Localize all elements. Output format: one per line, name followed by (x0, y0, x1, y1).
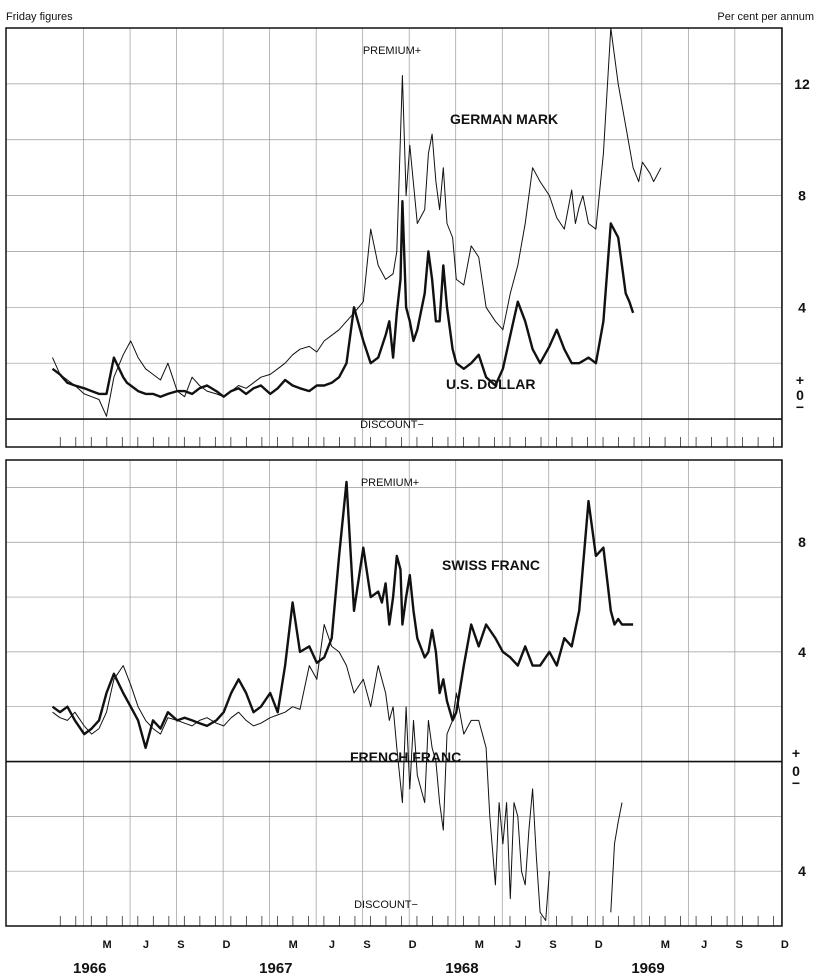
series-label-us-dollar: U.S. DOLLAR (446, 376, 535, 392)
left-note: Friday figures (6, 11, 73, 23)
bottom-series (51, 480, 634, 921)
y-tick-label: 4 (798, 863, 806, 879)
bottom-discount-label: DISCOUNT− (354, 899, 418, 911)
bottom-zero-plus: + (792, 745, 800, 761)
x-axis-labels: M J S D M J S D M J S D M J S D 1966 1967 1968 1969 (73, 939, 789, 977)
top-ticks (59, 437, 775, 447)
month-label: S (363, 939, 370, 951)
y-tick-label: 8 (798, 188, 806, 204)
top-y-labels: 4 8 12 (794, 76, 810, 315)
month-label: J (143, 939, 149, 951)
series-line-french-franc (52, 624, 550, 921)
series-line-swiss-franc (51, 480, 634, 749)
month-label: M (661, 939, 670, 951)
top-series (51, 27, 662, 417)
month-label: J (701, 939, 707, 951)
bottom-zero-label: 0 (792, 763, 800, 779)
right-note: Per cent per annum (717, 11, 814, 23)
month-label: D (781, 939, 789, 951)
month-label: S (736, 939, 743, 951)
month-label: D (595, 939, 603, 951)
top-zero-minus: − (796, 399, 804, 415)
y-tick-label: 8 (798, 534, 806, 550)
top-discount-label: DISCOUNT− (360, 419, 424, 431)
top-zero-label: 0 (796, 387, 804, 403)
month-label: J (515, 939, 521, 951)
panel-top: PREMIUM+ DISCOUNT− GERMAN MARK U.S. DOLL… (5, 27, 810, 448)
top-premium-label: PREMIUM+ (363, 45, 421, 57)
y-tick-label: 4 (798, 644, 806, 660)
series-line-german-mark (52, 27, 662, 417)
bottom-ticks (59, 916, 775, 926)
bottom-y-labels: 4 4 8 (798, 534, 806, 879)
series-label-swiss-franc: SWISS FRANC (442, 557, 540, 573)
series-label-french-franc: FRENCH FRANC (350, 749, 461, 765)
year-label: 1969 (631, 960, 664, 977)
y-tick-label: 4 (798, 299, 806, 315)
top-grid (6, 28, 782, 447)
year-label: 1968 (445, 960, 478, 977)
month-label: M (289, 939, 298, 951)
panel-bottom: PREMIUM+ DISCOUNT− SWISS FRANC FRENCH FR… (5, 459, 806, 927)
month-label: S (549, 939, 556, 951)
bottom-premium-label: PREMIUM+ (361, 477, 419, 489)
top-zero-plus: + (796, 372, 804, 388)
month-label: S (177, 939, 184, 951)
month-label: D (223, 939, 231, 951)
month-label: M (103, 939, 112, 951)
year-label: 1967 (259, 960, 292, 977)
month-label: D (409, 939, 417, 951)
month-label: J (329, 939, 335, 951)
month-label: M (475, 939, 484, 951)
series-line-unlabeled (610, 802, 623, 913)
series-label-german-mark: GERMAN MARK (450, 111, 558, 127)
y-tick-label: 12 (794, 76, 810, 92)
bottom-frame (5, 459, 783, 927)
bottom-zero-minus: − (792, 775, 800, 791)
series-line-u-s-dollar (51, 200, 635, 398)
year-label: 1966 (73, 960, 106, 977)
top-frame (5, 27, 783, 448)
